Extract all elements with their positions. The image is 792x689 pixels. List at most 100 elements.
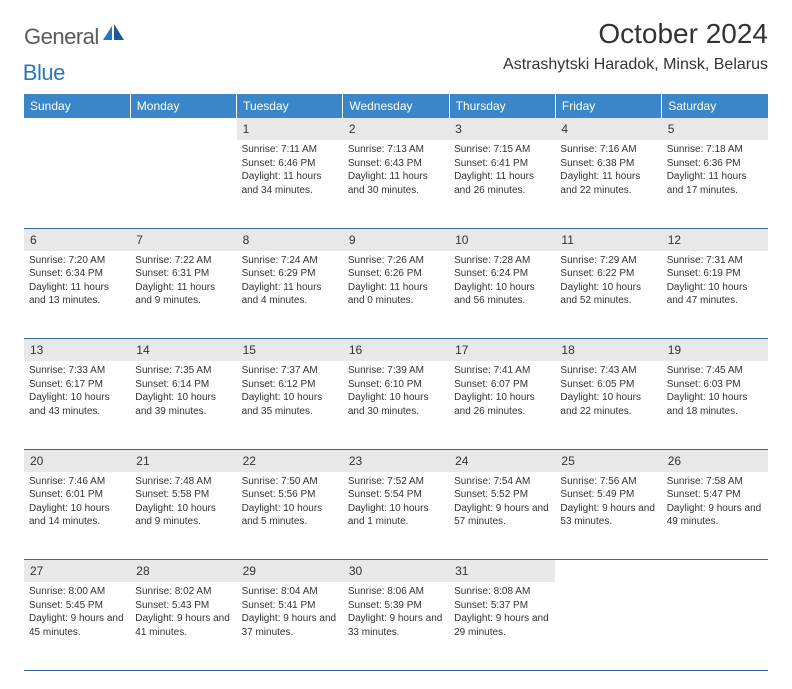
sunset-text: Sunset: 5:56 PM xyxy=(242,488,338,502)
month-title: October 2024 xyxy=(503,18,768,50)
sunset-text: Sunset: 6:12 PM xyxy=(242,378,338,392)
daynum-cell xyxy=(130,118,236,140)
daynum-cell: 21 xyxy=(130,449,236,472)
daynum-cell: 24 xyxy=(449,449,555,472)
sunrise-text: Sunrise: 7:52 AM xyxy=(348,475,444,489)
sunset-text: Sunset: 6:07 PM xyxy=(454,378,550,392)
daylight-text: Daylight: 10 hours and 1 minute. xyxy=(348,502,444,529)
sunset-text: Sunset: 5:43 PM xyxy=(135,599,231,613)
day-cell: Sunrise: 8:02 AMSunset: 5:43 PMDaylight:… xyxy=(130,582,236,670)
daynum-cell: 16 xyxy=(343,339,449,362)
sunrise-text: Sunrise: 7:54 AM xyxy=(454,475,550,489)
sunrise-text: Sunrise: 7:11 AM xyxy=(242,143,338,157)
sunrise-text: Sunrise: 7:50 AM xyxy=(242,475,338,489)
daylight-text: Daylight: 10 hours and 5 minutes. xyxy=(242,502,338,529)
sunset-text: Sunset: 6:43 PM xyxy=(348,157,444,171)
sunset-text: Sunset: 6:05 PM xyxy=(560,378,656,392)
sunset-text: Sunset: 6:19 PM xyxy=(667,267,763,281)
sunset-text: Sunset: 5:41 PM xyxy=(242,599,338,613)
day-number: 31 xyxy=(455,564,468,578)
day-number: 27 xyxy=(30,564,43,578)
day-body: Sunrise: 7:18 AMSunset: 6:36 PMDaylight:… xyxy=(662,140,768,199)
day-number: 21 xyxy=(136,454,149,468)
day-body: Sunrise: 7:11 AMSunset: 6:46 PMDaylight:… xyxy=(237,140,343,199)
sunrise-text: Sunrise: 8:04 AM xyxy=(242,585,338,599)
daynum-cell: 14 xyxy=(130,339,236,362)
day-body: Sunrise: 7:46 AMSunset: 6:01 PMDaylight:… xyxy=(24,472,130,531)
day-cell xyxy=(662,582,768,670)
daylight-text: Daylight: 9 hours and 41 minutes. xyxy=(135,612,231,639)
day-body: Sunrise: 7:13 AMSunset: 6:43 PMDaylight:… xyxy=(343,140,449,199)
day-cell: Sunrise: 7:56 AMSunset: 5:49 PMDaylight:… xyxy=(555,472,661,560)
daynum-row: 13141516171819 xyxy=(24,339,768,362)
day-body: Sunrise: 7:15 AMSunset: 6:41 PMDaylight:… xyxy=(449,140,555,199)
sunrise-text: Sunrise: 7:45 AM xyxy=(667,364,763,378)
calendar-body: 12345Sunrise: 7:11 AMSunset: 6:46 PMDayl… xyxy=(24,118,768,670)
day-cell: Sunrise: 7:20 AMSunset: 6:34 PMDaylight:… xyxy=(24,251,130,339)
daylight-text: Daylight: 10 hours and 9 minutes. xyxy=(135,502,231,529)
daynum-cell xyxy=(555,560,661,583)
daynum-cell: 12 xyxy=(662,228,768,251)
sunset-text: Sunset: 6:29 PM xyxy=(242,267,338,281)
daylight-text: Daylight: 10 hours and 30 minutes. xyxy=(348,391,444,418)
logo: General xyxy=(24,24,127,50)
sunrise-text: Sunrise: 7:15 AM xyxy=(454,143,550,157)
content-row: Sunrise: 7:11 AMSunset: 6:46 PMDaylight:… xyxy=(24,140,768,228)
day-number: 11 xyxy=(561,233,573,247)
sunset-text: Sunset: 5:52 PM xyxy=(454,488,550,502)
sunrise-text: Sunrise: 7:46 AM xyxy=(29,475,125,489)
sunset-text: Sunset: 5:45 PM xyxy=(29,599,125,613)
daynum-cell: 9 xyxy=(343,228,449,251)
daynum-row: 12345 xyxy=(24,118,768,140)
daynum-row: 20212223242526 xyxy=(24,449,768,472)
sunrise-text: Sunrise: 7:20 AM xyxy=(29,254,125,268)
daylight-text: Daylight: 10 hours and 39 minutes. xyxy=(135,391,231,418)
sunrise-text: Sunrise: 8:06 AM xyxy=(348,585,444,599)
daylight-text: Daylight: 11 hours and 30 minutes. xyxy=(348,170,444,197)
daynum-cell: 18 xyxy=(555,339,661,362)
day-cell: Sunrise: 7:45 AMSunset: 6:03 PMDaylight:… xyxy=(662,361,768,449)
sunset-text: Sunset: 6:01 PM xyxy=(29,488,125,502)
sunset-text: Sunset: 5:37 PM xyxy=(454,599,550,613)
day-cell: Sunrise: 7:29 AMSunset: 6:22 PMDaylight:… xyxy=(555,251,661,339)
sunset-text: Sunset: 6:36 PM xyxy=(667,157,763,171)
day-body: Sunrise: 7:52 AMSunset: 5:54 PMDaylight:… xyxy=(343,472,449,531)
day-body: Sunrise: 7:48 AMSunset: 5:58 PMDaylight:… xyxy=(130,472,236,531)
day-body: Sunrise: 7:33 AMSunset: 6:17 PMDaylight:… xyxy=(24,361,130,420)
sunset-text: Sunset: 6:24 PM xyxy=(454,267,550,281)
day-cell: Sunrise: 7:54 AMSunset: 5:52 PMDaylight:… xyxy=(449,472,555,560)
sunset-text: Sunset: 6:14 PM xyxy=(135,378,231,392)
day-body: Sunrise: 7:45 AMSunset: 6:03 PMDaylight:… xyxy=(662,361,768,420)
day-cell: Sunrise: 7:37 AMSunset: 6:12 PMDaylight:… xyxy=(237,361,343,449)
day-number: 18 xyxy=(561,343,574,357)
daylight-text: Daylight: 10 hours and 43 minutes. xyxy=(29,391,125,418)
sunset-text: Sunset: 6:17 PM xyxy=(29,378,125,392)
sunrise-text: Sunrise: 7:37 AM xyxy=(242,364,338,378)
sunset-text: Sunset: 6:46 PM xyxy=(242,157,338,171)
daylight-text: Daylight: 11 hours and 17 minutes. xyxy=(667,170,763,197)
day-cell: Sunrise: 7:26 AMSunset: 6:26 PMDaylight:… xyxy=(343,251,449,339)
sunrise-text: Sunrise: 8:08 AM xyxy=(454,585,550,599)
daylight-text: Daylight: 10 hours and 14 minutes. xyxy=(29,502,125,529)
sunset-text: Sunset: 6:03 PM xyxy=(667,378,763,392)
weekday-header: Monday xyxy=(130,94,236,118)
day-cell xyxy=(24,140,130,228)
daylight-text: Daylight: 11 hours and 22 minutes. xyxy=(560,170,656,197)
day-body: Sunrise: 7:43 AMSunset: 6:05 PMDaylight:… xyxy=(555,361,661,420)
day-cell: Sunrise: 7:11 AMSunset: 6:46 PMDaylight:… xyxy=(237,140,343,228)
day-cell: Sunrise: 7:35 AMSunset: 6:14 PMDaylight:… xyxy=(130,361,236,449)
day-cell: Sunrise: 7:52 AMSunset: 5:54 PMDaylight:… xyxy=(343,472,449,560)
day-body: Sunrise: 7:29 AMSunset: 6:22 PMDaylight:… xyxy=(555,251,661,310)
day-number: 9 xyxy=(349,233,356,247)
calendar-table: Sunday Monday Tuesday Wednesday Thursday… xyxy=(24,94,768,671)
day-cell: Sunrise: 7:58 AMSunset: 5:47 PMDaylight:… xyxy=(662,472,768,560)
daynum-cell: 25 xyxy=(555,449,661,472)
daylight-text: Daylight: 9 hours and 33 minutes. xyxy=(348,612,444,639)
daynum-cell: 7 xyxy=(130,228,236,251)
daynum-cell: 20 xyxy=(24,449,130,472)
daylight-text: Daylight: 11 hours and 34 minutes. xyxy=(242,170,338,197)
day-number: 24 xyxy=(455,454,468,468)
sunrise-text: Sunrise: 7:41 AM xyxy=(454,364,550,378)
weekday-header-row: Sunday Monday Tuesday Wednesday Thursday… xyxy=(24,94,768,118)
day-cell: Sunrise: 7:50 AMSunset: 5:56 PMDaylight:… xyxy=(237,472,343,560)
